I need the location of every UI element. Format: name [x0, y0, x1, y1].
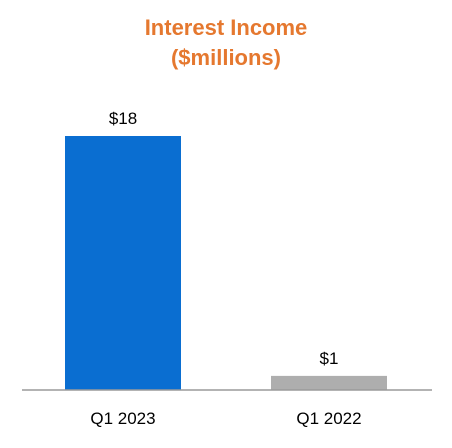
data-label: $1	[320, 349, 339, 368]
chart-title: Interest Income	[144, 15, 308, 40]
bar-q1-2022	[271, 375, 387, 390]
data-label: $18	[109, 109, 137, 128]
x-tick-label: Q1 2023	[90, 409, 155, 428]
bar-q1-2023	[65, 136, 181, 390]
x-tick-label: Q1 2022	[296, 409, 361, 428]
chart-subtitle: ($millions)	[170, 45, 281, 70]
